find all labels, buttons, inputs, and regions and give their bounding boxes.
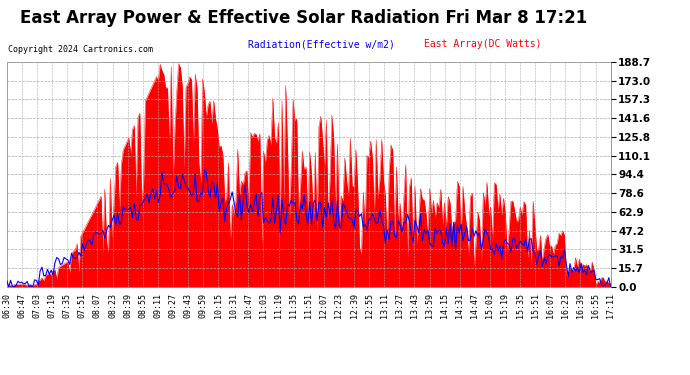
Text: East Array(DC Watts): East Array(DC Watts) [424,39,542,50]
Text: East Array Power & Effective Solar Radiation Fri Mar 8 17:21: East Array Power & Effective Solar Radia… [20,9,587,27]
Text: Copyright 2024 Cartronics.com: Copyright 2024 Cartronics.com [8,45,153,54]
Text: Radiation(Effective w/m2): Radiation(Effective w/m2) [248,39,395,50]
